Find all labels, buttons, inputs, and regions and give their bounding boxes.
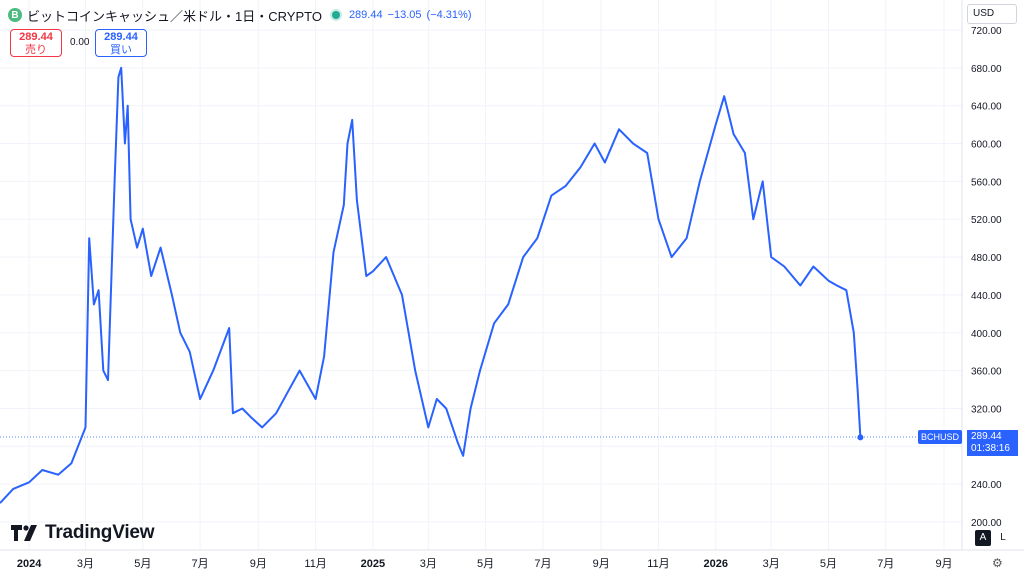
y-tick-label: 720.00 (971, 26, 1002, 37)
sell-label: 売り (25, 44, 47, 56)
x-tick-label: 11月 (304, 558, 326, 570)
x-tick-label: 7月 (192, 558, 209, 570)
settings-gear-icon[interactable]: ⚙ (992, 556, 1003, 570)
x-tick-label: 2026 (704, 558, 728, 570)
x-tick-label: 2025 (361, 558, 385, 570)
x-tick-label: 9月 (250, 558, 267, 570)
last-price-value: 289.44 (348, 9, 383, 21)
market-status-icon[interactable] (331, 11, 340, 19)
sell-price: 289.44 (19, 31, 53, 43)
last-price-tag: 289.44 01:38:16 (967, 430, 1018, 456)
x-tick-label: 5月 (820, 558, 837, 570)
y-tick-label: 200.00 (971, 518, 1002, 529)
y-tick-label: 520.00 (971, 215, 1002, 226)
tradingview-logo[interactable]: TradingView (11, 522, 155, 544)
buy-label: 買い (110, 44, 132, 56)
y-tick-label: 400.00 (971, 329, 1002, 340)
y-tick-label: 480.00 (971, 253, 1002, 264)
x-tick-label: 7月 (534, 558, 551, 570)
y-tick-label: 600.00 (971, 140, 1002, 151)
symbol-title[interactable]: ビットコインキャッシュ／米ドル・1日・CRYPTO (27, 8, 322, 24)
last-price-marker (857, 434, 864, 441)
time-axis[interactable]: 2024 3月 5月 7月 9月 11月 2025 3月 5月 7月 9月 11月 2026 3月 5月 7月… (17, 558, 953, 570)
change-value: −13.05 (387, 9, 422, 21)
x-tick-label: 3月 (77, 558, 94, 570)
symbol-header[interactable]: B ビットコインキャッシュ／米ドル・1日・CRYPTO 289.44 −13.0… (8, 6, 477, 24)
y-tick-label: 320.00 (971, 404, 1002, 415)
x-tick-label: 9月 (593, 558, 610, 570)
brand-name: TradingView (45, 522, 155, 543)
symbol-price-tag: BCHUSD (918, 430, 962, 444)
y-tick-label: 360.00 (971, 367, 1002, 378)
x-tick-label: 5月 (134, 558, 151, 570)
currency-select[interactable]: USD (967, 4, 1017, 24)
buy-button[interactable]: 289.44 買い (95, 29, 147, 57)
x-tick-label: 3月 (763, 558, 780, 570)
buy-price: 289.44 (104, 31, 138, 43)
bar-countdown: 01:38:16 (971, 443, 1010, 454)
auto-scale-button[interactable]: A (975, 530, 991, 546)
x-tick-label: 11月 (647, 558, 669, 570)
tradingview-logo-icon (11, 525, 37, 541)
x-tick-label: 7月 (877, 558, 894, 570)
change-percent-value: (−4.31%) (426, 9, 472, 21)
y-tick-label: 440.00 (971, 291, 1002, 302)
x-tick-label: 5月 (477, 558, 494, 570)
x-tick-label: 2024 (17, 558, 42, 570)
bitcoin-cash-coin-icon: B (8, 8, 22, 22)
chart-grid (0, 0, 962, 550)
x-tick-label: 3月 (420, 558, 437, 570)
sell-button[interactable]: 289.44 売り (10, 29, 62, 57)
last-price-tag-value: 289.44 (971, 431, 1002, 442)
y-tick-label: 680.00 (971, 64, 1002, 75)
y-tick-label: 560.00 (971, 177, 1002, 188)
y-tick-label: 640.00 (971, 102, 1002, 113)
price-line-series[interactable] (0, 66, 862, 504)
y-tick-label: 240.00 (971, 480, 1002, 491)
x-tick-label: 9月 (935, 558, 952, 570)
spread-value: 0.00 (70, 37, 90, 48)
log-scale-button[interactable]: L (1000, 532, 1006, 543)
